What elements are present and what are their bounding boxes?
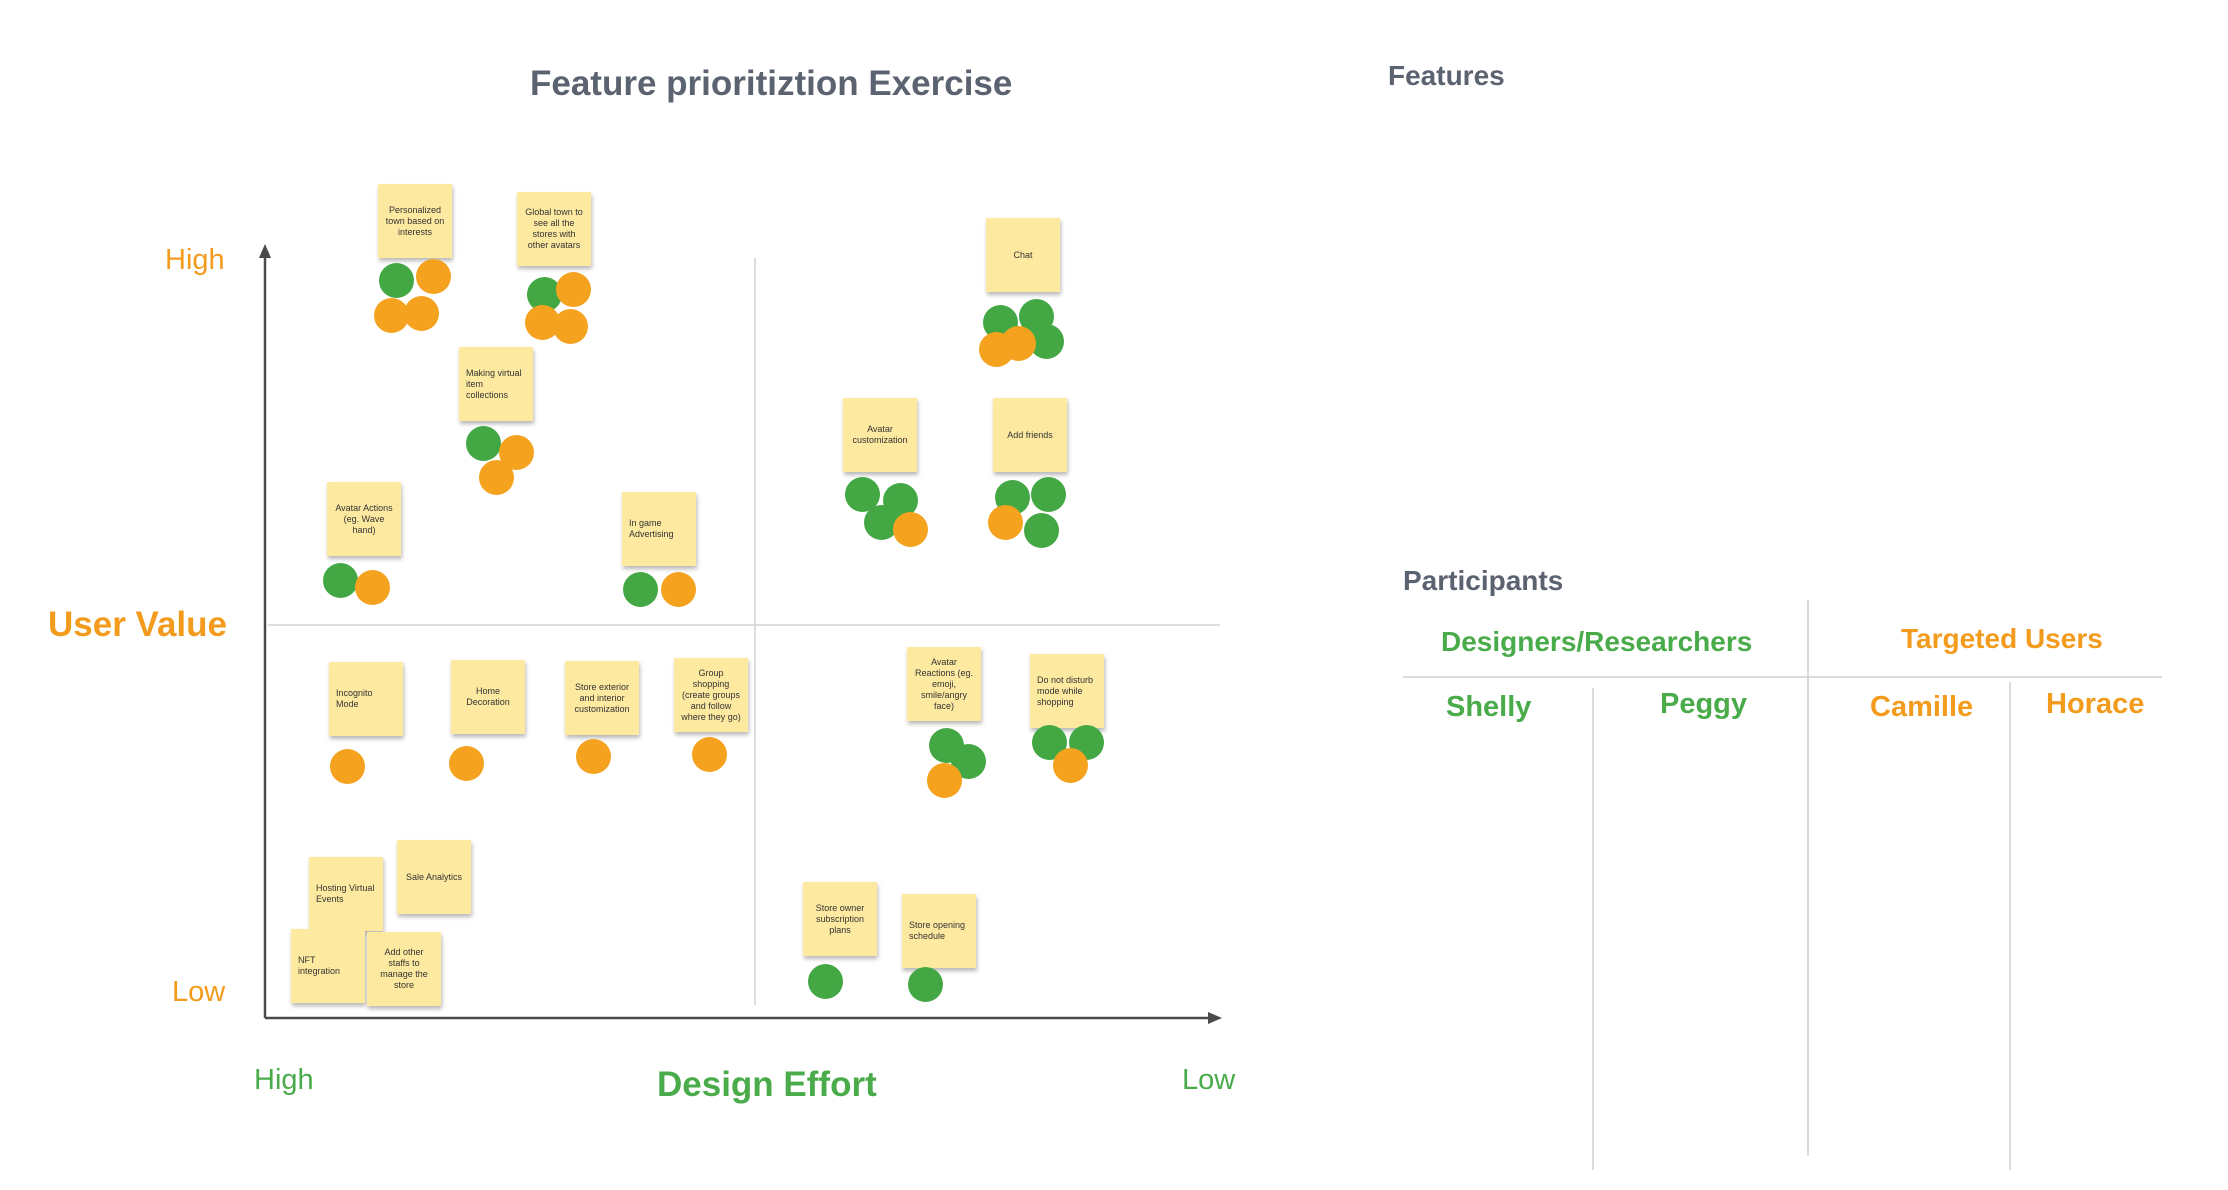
sticky-note[interactable]: Personalized town based on interests <box>378 184 452 258</box>
sticky-note-text: Incognito Mode <box>336 688 373 709</box>
sticky-note-text: Global town to see all the stores with o… <box>525 207 583 250</box>
designer-vote-dot[interactable] <box>466 426 501 461</box>
sticky-note-text: Avatar customization <box>852 424 908 445</box>
designer-vote-dot[interactable] <box>623 572 658 607</box>
sticky-note-text: Store exterior and interior customizatio… <box>574 681 630 714</box>
sticky-note[interactable]: Store opening schedule <box>902 894 976 968</box>
sticky-note-text: Sale Analytics <box>405 871 463 882</box>
targeted-users-header: Targeted Users <box>1901 623 2103 654</box>
participant-name: Shelly <box>1446 691 1532 723</box>
x-axis-arrow <box>1208 1012 1222 1024</box>
sticky-note[interactable]: Add friends <box>993 398 1067 472</box>
x-axis-high-label: High <box>254 1064 314 1096</box>
sticky-note[interactable]: NFT integration <box>291 929 365 1003</box>
sticky-note-text: Chat <box>1013 249 1033 260</box>
user-vote-dot[interactable] <box>927 763 962 798</box>
user-vote-dot[interactable] <box>556 272 591 307</box>
sticky-note-text: Hosting Virtual Events <box>316 883 375 904</box>
sticky-note-text: Do not disturb mode while shopping <box>1037 674 1094 707</box>
sticky-note-text: In game Advertising <box>629 518 674 539</box>
user-vote-dot[interactable] <box>692 737 727 772</box>
designer-vote-dot[interactable] <box>1031 477 1066 512</box>
sticky-note-text: Making virtual item collections <box>466 367 522 400</box>
sticky-note-text: Store owner subscription plans <box>815 902 865 935</box>
sticky-note[interactable]: Avatar Actions (eg. Wave hand) <box>327 482 401 556</box>
sticky-note[interactable]: Do not disturb mode while shopping <box>1030 654 1104 728</box>
sticky-note-text: Add friends <box>1007 429 1053 440</box>
sticky-note[interactable]: Store exterior and interior customizatio… <box>565 661 639 735</box>
sticky-note-text: Add other staffs to manage the store <box>380 947 428 990</box>
sticky-note-text: Avatar Reactions (eg. emoji, smile/angry… <box>914 656 974 711</box>
sticky-note[interactable]: Store owner subscription plans <box>803 882 877 956</box>
sticky-note-text: NFT integration <box>298 955 341 976</box>
sticky-note-text: Store opening schedule <box>909 920 966 941</box>
sticky-note[interactable]: Chat <box>986 218 1060 292</box>
user-vote-dot[interactable] <box>449 746 484 781</box>
participants-heading: Participants <box>1403 565 1564 596</box>
designer-vote-dot[interactable] <box>323 563 358 598</box>
designers-researchers-header: Designers/Researchers <box>1441 626 1753 657</box>
sticky-note[interactable]: Sale Analytics <box>397 840 471 914</box>
page-title: Feature prioritiztion Exercise <box>530 64 1013 103</box>
sticky-note[interactable]: Avatar customization <box>843 398 917 472</box>
user-vote-dot[interactable] <box>330 749 365 784</box>
features-heading: Features <box>1388 60 1505 91</box>
y-axis-arrow <box>259 244 271 258</box>
designer-vote-dot[interactable] <box>1024 513 1059 548</box>
sticky-note[interactable]: Group shopping (create groups and follow… <box>674 658 748 732</box>
user-vote-dot[interactable] <box>576 739 611 774</box>
x-axis-title: Design Effort <box>657 1065 877 1104</box>
user-vote-dot[interactable] <box>355 570 390 605</box>
sticky-note-text: Group shopping (create groups and follow… <box>681 667 741 722</box>
designer-vote-dot[interactable] <box>908 967 943 1002</box>
sticky-note[interactable]: Avatar Reactions (eg. emoji, smile/angry… <box>907 647 981 721</box>
sticky-note[interactable]: In game Advertising <box>622 492 696 566</box>
sticky-note[interactable]: Home Decoration <box>451 660 525 734</box>
user-vote-dot[interactable] <box>661 572 696 607</box>
sticky-note-text: Home Decoration <box>466 686 510 707</box>
user-vote-dot[interactable] <box>1001 326 1036 361</box>
sticky-note[interactable]: Incognito Mode <box>329 662 403 736</box>
participants-table-lines <box>1403 600 2162 1170</box>
y-axis-title: User Value <box>48 605 227 644</box>
x-axis-low-label: Low <box>1182 1064 1236 1096</box>
sticky-note[interactable]: Hosting Virtual Events <box>309 857 383 931</box>
sticky-note[interactable]: Add other staffs to manage the store <box>367 932 441 1006</box>
y-axis-low-label: Low <box>172 976 226 1008</box>
user-vote-dot[interactable] <box>1053 748 1088 783</box>
sticky-note-text: Avatar Actions (eg. Wave hand) <box>335 502 393 535</box>
participant-name: Horace <box>2046 688 2145 720</box>
user-vote-dot[interactable] <box>479 460 514 495</box>
user-vote-dot[interactable] <box>893 512 928 547</box>
designer-vote-dot[interactable] <box>379 263 414 298</box>
participant-name: Peggy <box>1660 688 1748 720</box>
user-vote-dot[interactable] <box>416 259 451 294</box>
user-vote-dot[interactable] <box>404 296 439 331</box>
user-vote-dot[interactable] <box>374 298 409 333</box>
designer-vote-dot[interactable] <box>808 964 843 999</box>
user-vote-dot[interactable] <box>553 309 588 344</box>
sticky-note[interactable]: Making virtual item collections <box>459 347 533 421</box>
sticky-note[interactable]: Global town to see all the stores with o… <box>517 192 591 266</box>
participant-name: Camille <box>1870 691 1974 723</box>
priority-matrix-axes <box>259 244 1222 1024</box>
y-axis-high-label: High <box>165 244 225 276</box>
user-vote-dot[interactable] <box>988 505 1023 540</box>
sticky-note-text: Personalized town based on interests <box>385 204 445 237</box>
